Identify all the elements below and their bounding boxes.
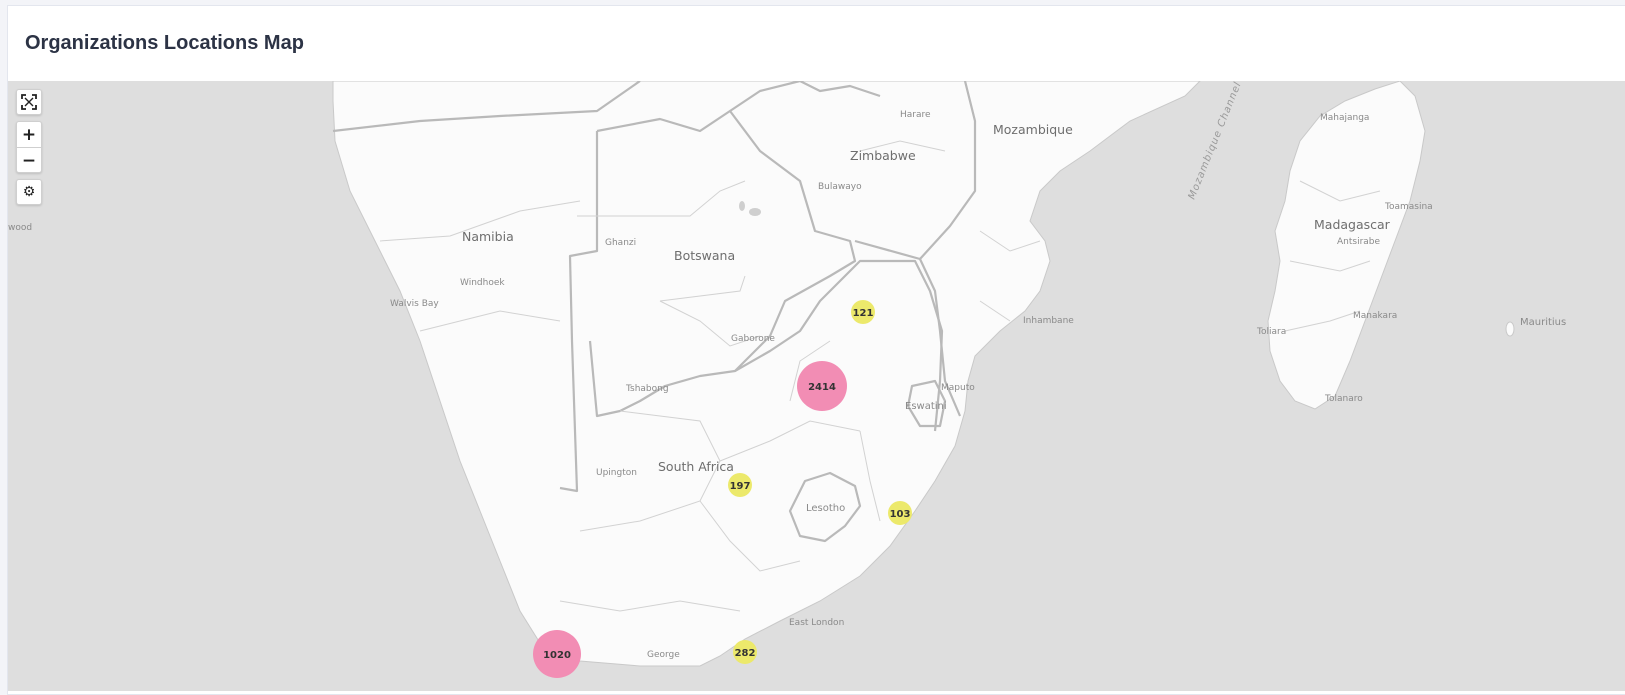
zoom-out-button[interactable]: − [21,150,37,171]
cluster-circle[interactable] [797,361,847,411]
cluster-marker[interactable]: 282 [733,640,757,664]
label-mauritius: Mauritius [1520,317,1566,328]
province-border [577,180,746,217]
cluster-marker[interactable]: 197 [728,473,752,497]
province-border [789,340,831,402]
label-inhambane: Inhambane [1023,316,1074,326]
gear-icon: ⚙ [22,184,36,200]
cluster-circle[interactable] [851,300,875,324]
label-mozambique: Mozambique [993,122,1073,137]
fullscreen-icon [21,94,37,110]
province-border [379,200,581,242]
settings-button[interactable]: ⚙ [16,179,42,205]
border-north-angola [332,81,641,133]
border-zimbabwe-mozambique [854,81,977,261]
label-east-london: East London [789,618,844,628]
cluster-marker[interactable]: 2414 [797,361,847,411]
province-border [1299,180,1381,202]
label-namibia: Namibia [462,229,514,244]
province-border [979,230,1041,252]
cluster-count: 197 [730,481,751,492]
map-viewport[interactable]: Namibia Botswana Zimbabwe Mozambique Mad… [8,81,1625,691]
label-harare: Harare [900,110,931,120]
label-gaborone: Gaborone [731,334,775,344]
province-border [859,140,946,152]
province-border [699,500,801,572]
label-ghanzi: Ghanzi [605,238,636,248]
province-border [1289,260,1371,272]
label-upington: Upington [596,468,637,478]
province-border [719,420,861,462]
border-eswatini [906,379,947,428]
cluster-count: 2414 [808,382,836,393]
cluster-marker[interactable]: 121 [851,300,875,324]
province-border [559,600,741,612]
label-lesotho: Lesotho [806,503,845,514]
label-mozambique-channel: Mozambique Channel [1187,81,1244,201]
lake [739,201,745,211]
fullscreen-button[interactable] [16,89,42,115]
cluster-circle[interactable] [888,501,912,525]
label-edge-city: wood [8,223,32,233]
label-zimbabwe: Zimbabwe [850,148,916,163]
border-south-africa-north [734,259,944,432]
cluster-marker[interactable]: 1020 [533,630,581,678]
cluster-count: 121 [853,308,874,319]
mainland-landmass [332,81,1201,667]
label-walvis-bay: Walvis Bay [390,299,439,309]
province-border [1284,310,1361,332]
label-toamasina: Toamasina [1384,202,1433,212]
province-border [659,300,761,347]
cluster-circle[interactable] [728,473,752,497]
label-tshabong: Tshabong [625,384,669,394]
cluster-circle[interactable] [733,640,757,664]
border-namibia-botswana [559,131,599,493]
label-botswana: Botswana [674,248,735,263]
label-manakara: Manakara [1353,311,1397,321]
border-lesotho [788,471,862,543]
label-bulawayo: Bulawayo [818,182,862,192]
card-header: Organizations Locations Map [8,6,1625,82]
zoom-control: + − [16,121,42,173]
label-george: George [647,650,680,660]
mauritius-landmass [1505,321,1515,337]
label-south-africa: South Africa [658,459,734,474]
page-title: Organizations Locations Map [25,32,304,54]
label-mahajanga: Mahajanga [1320,113,1369,123]
zoom-in-button[interactable]: + [17,122,41,148]
map-canvas[interactable]: Namibia Botswana Zimbabwe Mozambique Mad… [8,81,1625,691]
province-border [419,310,561,332]
label-toliara: Toliara [1256,327,1286,337]
label-madagascar: Madagascar [1314,217,1391,232]
border-mozambique-south [919,258,962,417]
madagascar-landmass [1267,81,1426,410]
cluster-circle[interactable] [533,630,581,678]
label-maputo: Maputo [941,383,975,393]
border-zimbabwe-north [729,81,881,112]
cluster-marker[interactable]: 103 [888,501,912,525]
label-windhoek: Windhoek [460,278,505,288]
cluster-count: 1020 [543,650,571,661]
label-antsirabe: Antsirabe [1337,237,1381,247]
lake [749,208,761,216]
province-border [579,410,721,532]
province-border [859,430,881,522]
province-border [979,300,1011,322]
map-card: Organizations Locations Map [7,5,1625,695]
province-border [659,275,746,302]
label-eswatini: Eswatini [905,401,947,412]
cluster-count: 282 [735,648,756,659]
cluster-count: 103 [890,509,911,520]
label-tolanaro: Tolanaro [1324,394,1363,404]
